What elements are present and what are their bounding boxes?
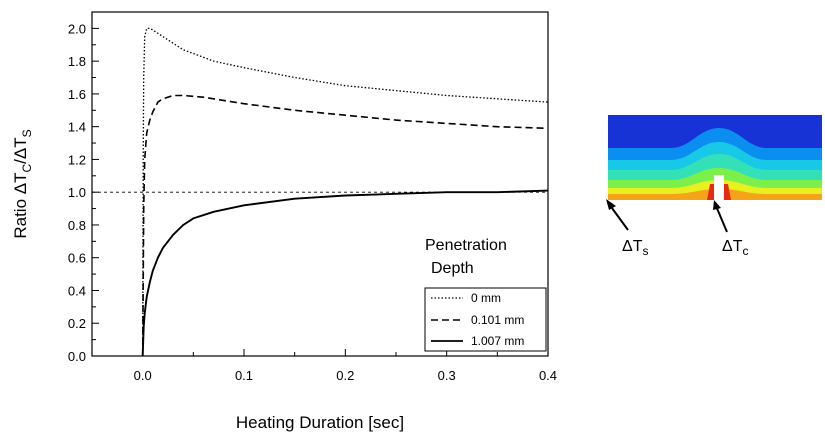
y-axis-label-sub2: S xyxy=(20,129,34,137)
legend-entry-1007mm: 1.007 mm xyxy=(471,334,524,348)
arrow-tc xyxy=(715,205,728,233)
legend-entry-0101mm: 0.101 mm xyxy=(471,313,524,327)
label-delta-tc-main: ΔT xyxy=(722,238,743,255)
x-tick-label: 0.2 xyxy=(336,368,354,383)
legend: 0 mm 0.101 mm 1.007 mm xyxy=(424,287,547,352)
y-tick-label: 1.8 xyxy=(68,54,86,69)
y-tick-label: 2.0 xyxy=(68,21,86,36)
arrow-ts-head xyxy=(606,199,616,210)
y-tick-label: 1.6 xyxy=(68,87,86,102)
y-axis-label: Ratio ΔTC/ΔTS xyxy=(11,129,34,238)
label-delta-tc: ΔTc xyxy=(722,238,748,258)
x-tick-label: 0.1 xyxy=(235,368,253,383)
label-delta-tc-sub: c xyxy=(742,244,748,258)
y-tick-label: 1.4 xyxy=(68,120,86,135)
y-tick-label: 0.2 xyxy=(68,316,86,331)
y-tick-label: 1.2 xyxy=(68,152,86,167)
x-tick-label: 0.0 xyxy=(134,368,152,383)
y-tick-label: 0.4 xyxy=(68,283,86,298)
y-axis-label-main: Ratio ΔT xyxy=(11,173,30,239)
y-tick-label: 0.8 xyxy=(68,218,86,233)
label-delta-ts-main: ΔT xyxy=(622,238,643,255)
x-axis-label: Heating Duration [sec] xyxy=(236,413,404,432)
label-delta-ts: ΔTs xyxy=(622,238,648,258)
y-tick-label: 0.0 xyxy=(68,349,86,364)
legend-entry-0mm: 0 mm xyxy=(471,291,501,305)
series-line-2 xyxy=(141,94,549,357)
legend-title-line2: Depth xyxy=(431,260,474,277)
series-line-1 xyxy=(142,27,549,357)
y-axis-label-sub1: C xyxy=(20,164,34,173)
y-axis-label-mid: /ΔT xyxy=(11,137,30,163)
label-delta-ts-sub: s xyxy=(642,244,648,258)
plot-frame xyxy=(91,11,549,357)
plot-area: 0.00.20.40.60.81.01.21.41.61.82.00.0 0.1 0… xyxy=(68,11,557,383)
arrow-tc-head xyxy=(713,200,721,210)
x-tick-label: 0.4 xyxy=(539,368,557,383)
y-tick-label: 1.0 xyxy=(68,185,86,200)
inset-notch xyxy=(714,175,724,200)
series-line-3 xyxy=(141,189,549,357)
x-tick-label: 0.3 xyxy=(438,368,456,383)
legend-title-line1: Penetration xyxy=(425,237,507,254)
inset-contour-image xyxy=(608,115,822,200)
y-tick-label: 0.6 xyxy=(68,251,86,266)
arrow-ts xyxy=(608,203,629,231)
